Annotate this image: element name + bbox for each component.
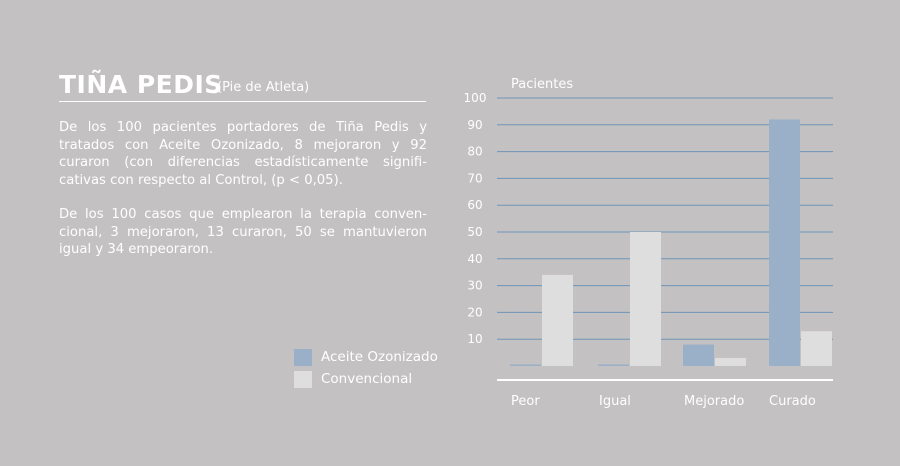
page-subtitle: (Pie de Atleta) [217,80,310,95]
legend-item-ozonizado: Aceite Ozonizado [294,346,438,368]
bar-convencional [630,232,661,366]
y-tick-label: 50 [467,225,482,239]
description-paragraph-1: De los 100 pacientes portadores de Tiña … [59,120,427,188]
bar-convencional [542,274,573,366]
y-tick-label: 90 [467,118,482,132]
page-title: TIÑA PEDIS [59,70,223,99]
y-tick-label: 100 [464,91,487,105]
bar-convencional [715,357,746,366]
x-tick-label: Curado [769,394,816,409]
x-tick-label: Igual [599,394,631,409]
bar-ozonizado [769,119,800,366]
description-paragraph-2: De los 100 casos que emplearon la terapi… [59,207,427,258]
y-tick-label: 70 [467,171,482,185]
legend-swatch-convencional [294,370,312,388]
bar-ozonizado [683,344,714,366]
y-tick-label: 10 [467,332,482,346]
y-tick-label: 60 [467,198,482,212]
y-tick-label: 40 [467,252,482,266]
y-tick-label: 80 [467,145,482,159]
legend-label-convencional: Convencional [321,371,413,387]
bar-convencional [801,331,832,366]
legend-item-convencional: Convencional [294,368,438,390]
y-tick-label: 30 [467,279,482,293]
legend-swatch-ozonizado [294,348,312,366]
chart-legend: Aceite Ozonizado Convencional [294,346,438,390]
title-row: TIÑA PEDIS (Pie de Atleta) [59,68,426,102]
y-tick-label: 20 [467,305,482,319]
x-tick-label: Peor [511,394,540,409]
bar-ozonizado [510,364,541,366]
x-tick-label: Mejorado [684,394,744,409]
legend-label-ozonizado: Aceite Ozonizado [321,349,438,365]
y-axis-label: Pacientes [511,77,573,92]
bar-ozonizado [598,364,629,366]
